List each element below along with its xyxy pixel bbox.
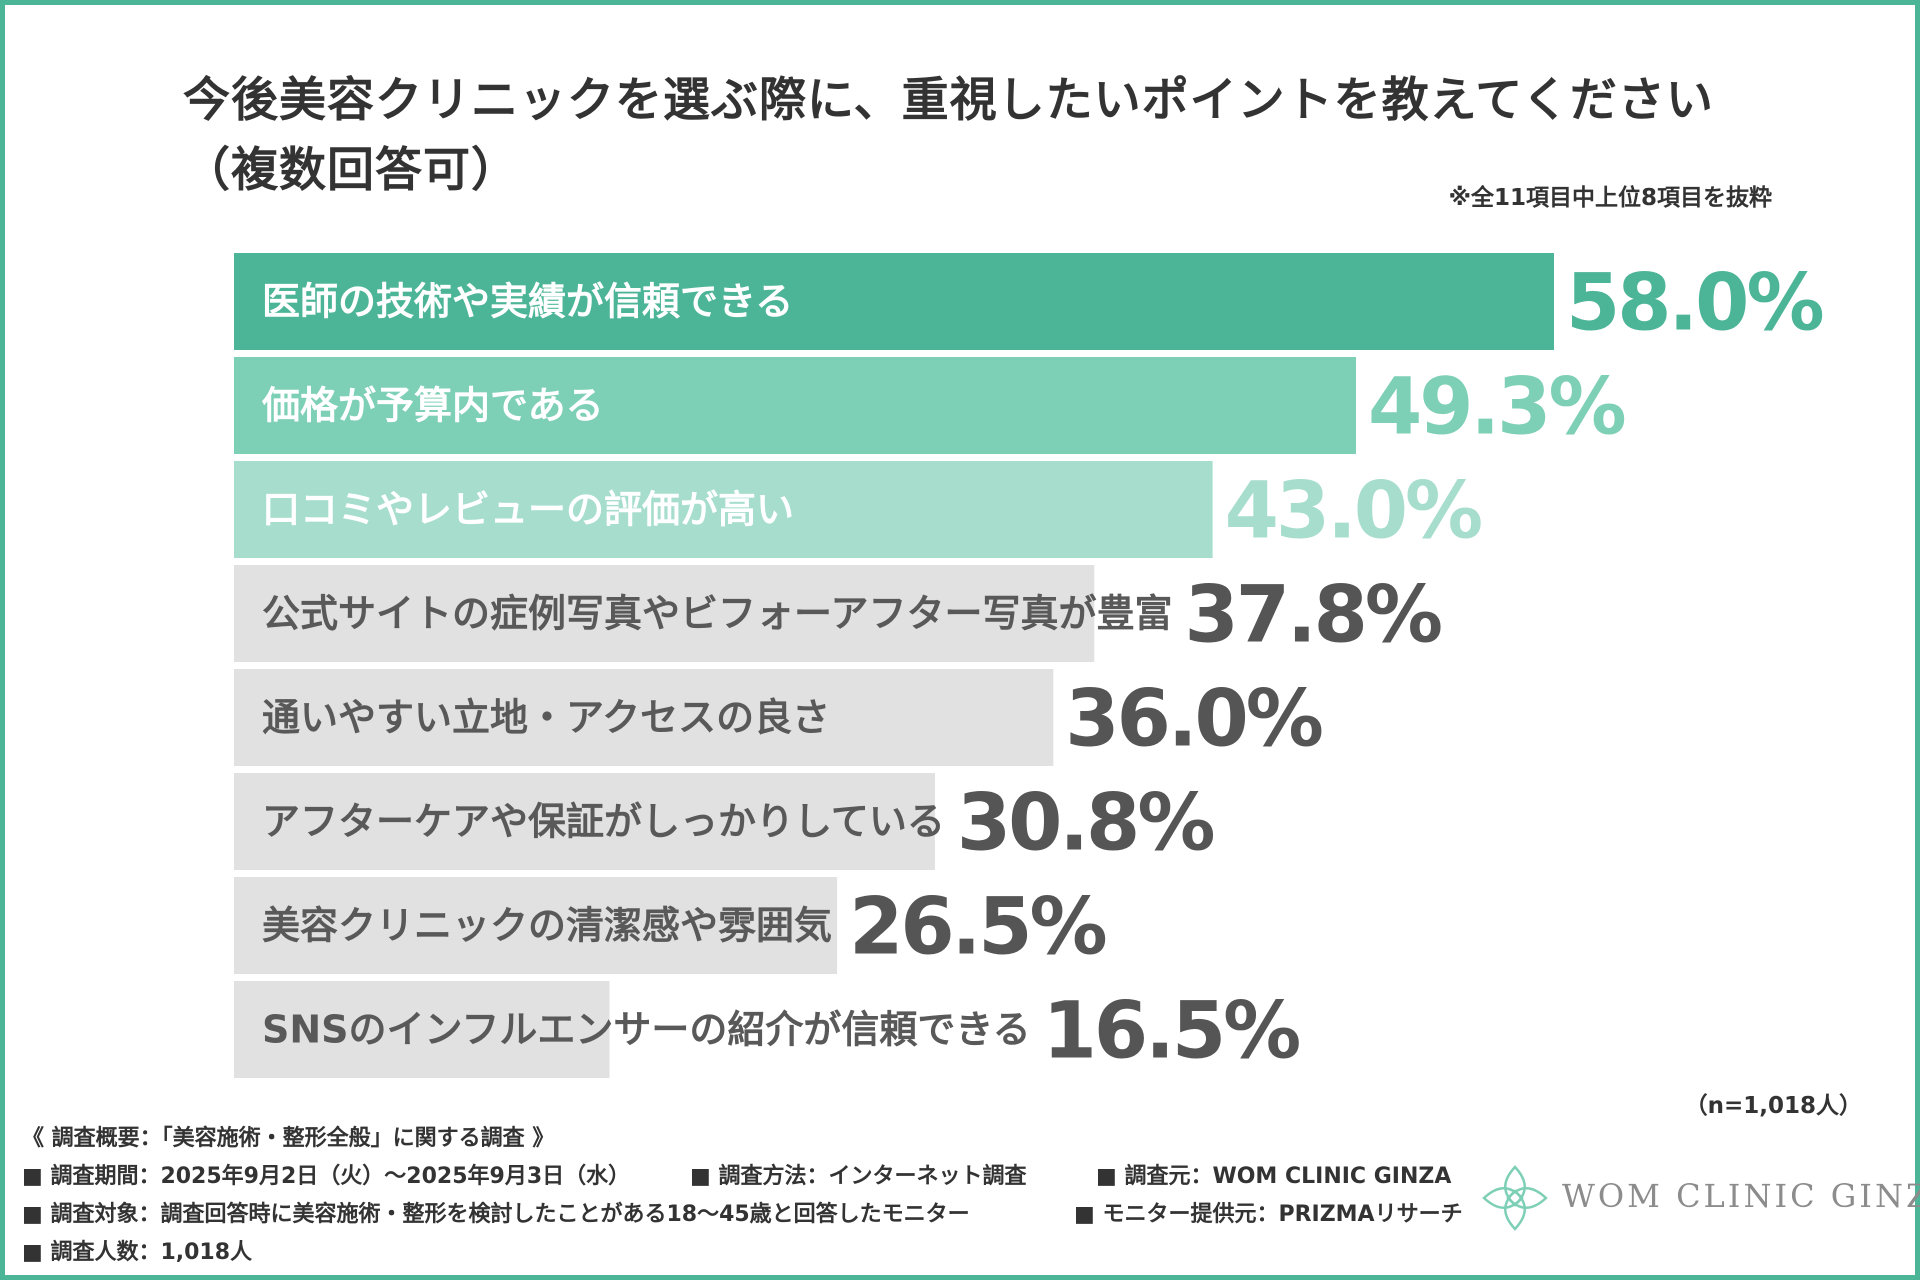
logo-text: WOM CLINIC GINZA bbox=[1562, 1177, 1920, 1215]
bar-label-3: 口コミやレビューの評価が高い bbox=[262, 488, 794, 532]
clinic-logo: WOM CLINIC GINZA bbox=[1478, 1157, 1920, 1237]
bar-label-4: 公式サイトの症例写真やビフォーアフター写真が豊富 bbox=[262, 592, 1172, 636]
bar-label-2: 価格が予算内である bbox=[261, 384, 604, 428]
bar-value-5: 36.0% bbox=[1065, 675, 1321, 765]
bar-value-4: 37.8% bbox=[1184, 571, 1440, 661]
bar-6 bbox=[234, 773, 935, 870]
bar-label-6: アフターケアや保証がしっかりしている bbox=[262, 800, 945, 844]
bar-value-1: 58.0% bbox=[1566, 259, 1822, 349]
sample-size-note: （n=1,018人） bbox=[1684, 1093, 1862, 1119]
bar-chart: 医師の技術や実績が信頼できる 58.0% 価格が予算内である 49.3% 口コミやレビュ… bbox=[234, 253, 1825, 1078]
bar-value-6: 30.8% bbox=[957, 779, 1213, 869]
lotus-emblem-icon bbox=[1482, 1165, 1548, 1231]
survey-heading: 《 調査概要：「美容施術・整形全般」に関する調査 》 bbox=[22, 1126, 555, 1151]
excerpt-note: ※全11項目中上位8項目を抜粋 bbox=[1448, 185, 1772, 211]
bar-value-3: 43.0% bbox=[1225, 467, 1481, 557]
bar-1 bbox=[234, 253, 1554, 350]
bar-value-7: 26.5% bbox=[849, 883, 1105, 973]
bar-8 bbox=[234, 981, 610, 1078]
bar-5 bbox=[234, 669, 1054, 766]
survey-provider: ■ モニター提供元：PRIZMAリサーチ bbox=[1074, 1202, 1463, 1227]
bar-value-2: 49.3% bbox=[1368, 363, 1624, 453]
survey-source: ■ 調査元：WOM CLINIC GINZA bbox=[1096, 1164, 1452, 1189]
bar-3 bbox=[234, 461, 1213, 558]
bar-7 bbox=[234, 877, 838, 974]
bar-value-8: 16.5% bbox=[1043, 987, 1299, 1077]
bar-label-5: 通いやすい立地・アクセスの良さ bbox=[262, 696, 830, 740]
bar-label-8: SNSのインフルエンサーの紹介が信頼できる bbox=[262, 1008, 1031, 1052]
survey-count: ■ 調査人数：1,018人 bbox=[22, 1240, 253, 1265]
survey-target: ■ 調査対象：調査回答時に美容施術・整形を検討したことがある18～45歳と回答し… bbox=[22, 1202, 970, 1227]
bar-label-1: 医師の技術や実績が信頼できる bbox=[262, 280, 793, 324]
survey-period: ■ 調査期間：2025年9月2日（火）～2025年9月3日（水） bbox=[22, 1164, 631, 1189]
survey-overview: 《 調査概要：「美容施術・整形全般」に関する調査 》 ■ 調査期間：2025年9… bbox=[22, 1120, 1463, 1272]
bar-2 bbox=[234, 357, 1356, 454]
survey-method: ■ 調査方法：インターネット調査 bbox=[690, 1164, 1027, 1189]
chart-title: 今後美容クリニックを選ぶ際に、重視したいポイントを教えてください bbox=[183, 73, 1714, 128]
chart-subtitle: （複数回答可） bbox=[183, 143, 519, 198]
bar-label-7: 美容クリニックの清潔感や雰囲気 bbox=[262, 904, 832, 948]
bar-4 bbox=[234, 565, 1095, 662]
